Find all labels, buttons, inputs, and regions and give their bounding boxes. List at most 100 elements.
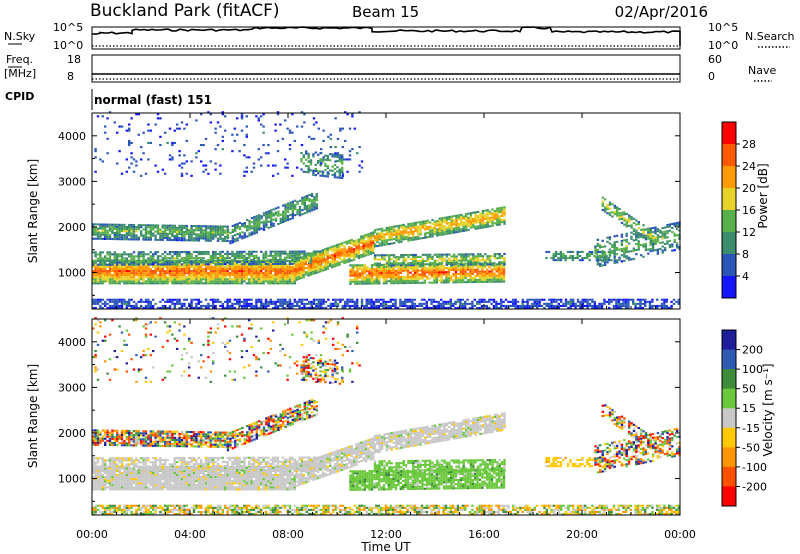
heatmap-cell bbox=[183, 263, 186, 266]
heatmap-cell bbox=[419, 260, 422, 263]
heatmap-cell bbox=[400, 224, 403, 227]
heatmap-cell bbox=[159, 144, 162, 147]
heatmap-cell bbox=[591, 304, 594, 307]
heatmap-cell bbox=[671, 227, 674, 230]
heatmap-cell bbox=[634, 302, 637, 305]
heatmap-cell bbox=[178, 237, 181, 240]
heatmap-cell bbox=[216, 225, 220, 228]
heatmap-cell bbox=[267, 265, 270, 268]
heatmap-cell bbox=[180, 251, 184, 254]
heatmap-cell bbox=[120, 229, 124, 232]
heatmap-cell bbox=[190, 257, 193, 260]
heatmap-cell bbox=[140, 158, 143, 161]
heatmap-cell bbox=[623, 251, 626, 254]
heatmap-cell bbox=[328, 246, 332, 249]
heatmap-cell bbox=[171, 257, 174, 260]
heatmap-cell bbox=[156, 282, 160, 285]
heatmap-cell bbox=[677, 298, 680, 301]
heatmap-cell bbox=[394, 273, 398, 276]
heatmap-cell bbox=[419, 255, 422, 258]
heatmap-cell bbox=[488, 261, 492, 264]
heatmap-cell bbox=[128, 274, 131, 277]
heatmap-cell bbox=[305, 298, 308, 301]
heatmap-cell bbox=[382, 265, 386, 268]
heatmap-cell bbox=[452, 266, 455, 269]
heatmap-cell bbox=[173, 282, 176, 285]
heatmap-cell bbox=[243, 306, 246, 309]
heatmap-cell bbox=[238, 302, 241, 305]
heatmap-cell bbox=[101, 231, 104, 234]
heatmap-cell bbox=[128, 282, 131, 285]
heatmap-cell bbox=[94, 253, 97, 256]
heatmap-cell bbox=[397, 241, 401, 244]
heatmap-cell bbox=[483, 276, 486, 279]
heatmap-cell bbox=[526, 300, 529, 303]
heatmap-cell bbox=[260, 300, 263, 303]
heatmap-cell bbox=[140, 255, 143, 258]
heatmap-cell bbox=[200, 227, 203, 230]
heatmap-cell bbox=[500, 306, 503, 309]
heatmap-cell bbox=[140, 263, 143, 266]
heatmap-cell bbox=[462, 229, 465, 232]
heatmap-cell bbox=[392, 302, 395, 305]
heatmap-cell bbox=[243, 222, 246, 225]
heatmap-cell bbox=[224, 257, 227, 260]
heatmap-cell bbox=[450, 269, 453, 272]
heatmap-cell bbox=[567, 302, 570, 305]
heatmap-cell bbox=[113, 265, 116, 268]
heatmap-cell bbox=[632, 233, 636, 236]
heatmap-cell bbox=[304, 256, 308, 259]
heatmap-cell bbox=[120, 225, 124, 228]
heatmap-cell bbox=[128, 300, 131, 303]
heatmap-cell bbox=[428, 229, 432, 232]
heatmap-cell bbox=[673, 232, 676, 235]
heatmap-cell bbox=[231, 261, 234, 264]
heatmap-cell bbox=[313, 204, 316, 207]
heatmap-cell bbox=[260, 276, 263, 279]
heatmap-cell bbox=[113, 223, 116, 226]
heatmap-cell bbox=[262, 256, 265, 259]
heatmap-cell bbox=[250, 278, 253, 281]
heatmap-cell bbox=[637, 236, 640, 239]
heatmap-cell bbox=[588, 252, 591, 255]
heatmap-cell bbox=[666, 232, 669, 235]
heatmap-cell bbox=[308, 252, 311, 255]
heatmap-cell bbox=[576, 255, 579, 258]
heatmap-cell bbox=[370, 264, 374, 267]
heatmap-cell bbox=[326, 263, 329, 266]
heatmap-cell bbox=[144, 253, 148, 256]
heatmap-cell bbox=[488, 263, 492, 266]
heatmap-cell bbox=[356, 266, 359, 269]
heatmap-cell bbox=[474, 274, 477, 277]
heatmap-cell bbox=[390, 242, 393, 245]
heatmap-cell bbox=[248, 256, 251, 259]
heatmap-cell bbox=[421, 220, 425, 223]
heatmap-cell bbox=[216, 265, 220, 268]
heatmap-cell bbox=[431, 233, 434, 236]
heatmap-cell bbox=[414, 228, 417, 231]
heatmap-cell bbox=[190, 300, 193, 303]
heatmap-cell bbox=[390, 267, 393, 270]
heatmap-cell bbox=[454, 275, 458, 278]
heatmap-cell bbox=[375, 278, 378, 281]
heatmap-cell bbox=[500, 266, 503, 269]
heatmap-cell bbox=[195, 257, 198, 260]
heatmap-cell bbox=[392, 265, 395, 268]
heatmap-cell bbox=[625, 219, 628, 222]
heatmap-cell bbox=[118, 282, 121, 285]
heatmap-cell bbox=[209, 263, 212, 266]
heatmap-cell bbox=[599, 244, 602, 247]
heatmap-cell bbox=[464, 225, 468, 228]
heatmap-cell bbox=[414, 225, 417, 228]
heatmap-cell bbox=[445, 277, 448, 280]
heatmap-cell bbox=[649, 239, 652, 242]
freq-tick-low: 8 bbox=[67, 70, 74, 83]
heatmap-cell bbox=[445, 216, 449, 219]
heatmap-cell bbox=[197, 276, 200, 279]
heatmap-cell bbox=[474, 259, 477, 262]
heatmap-cell bbox=[272, 218, 275, 221]
heatmap-cell bbox=[260, 302, 263, 305]
heatmap-cell bbox=[369, 242, 373, 245]
heatmap-cell bbox=[270, 221, 273, 224]
heatmap-cell bbox=[152, 232, 155, 235]
